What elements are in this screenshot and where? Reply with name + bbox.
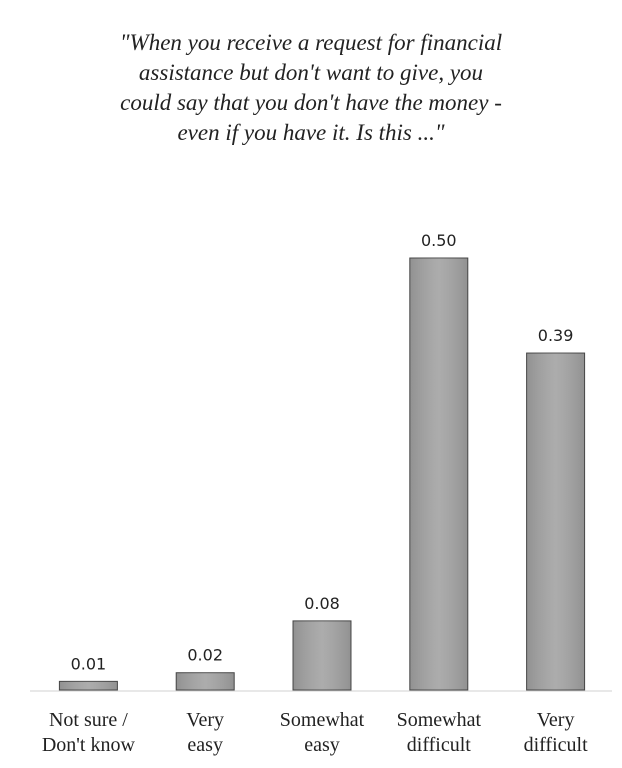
chart-title: "When you receive a request for financia… (119, 30, 503, 145)
x-tick-label: Not sure / Don't know (41, 709, 135, 756)
bar-shade (526, 353, 585, 690)
value-label: 0.39 (538, 326, 574, 345)
value-label: 0.08 (304, 594, 340, 613)
bar-shade (293, 620, 351, 690)
x-tick-label: Very difficult (523, 709, 588, 756)
value-label: 0.02 (187, 646, 223, 665)
x-tick-label: Very easy (186, 709, 225, 756)
bar-shade (176, 672, 235, 690)
value-label: 0.50 (421, 231, 457, 250)
bar-shade (409, 258, 468, 690)
x-tick-label: Somewhat easy (279, 709, 365, 756)
value-label: 0.01 (71, 654, 107, 673)
bar-shade (59, 681, 118, 690)
x-tick-label: Somewhat difficult (396, 709, 482, 756)
